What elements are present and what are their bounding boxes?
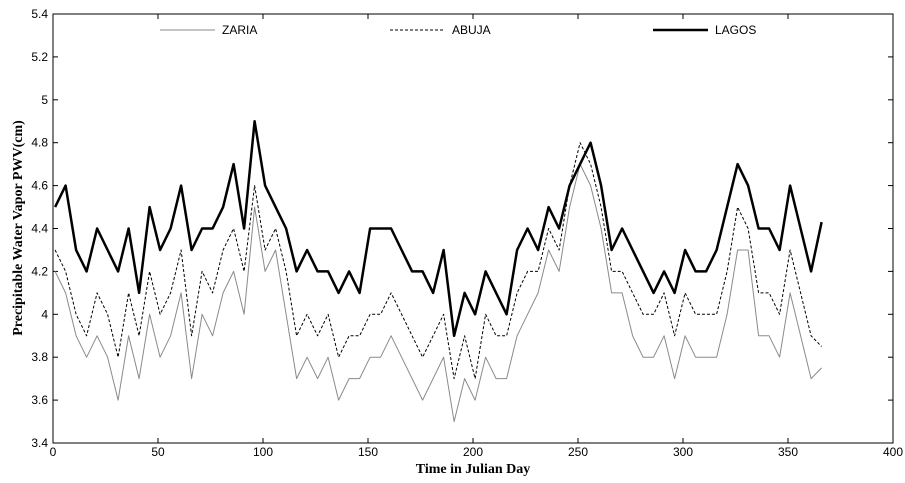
x-tick-label: 50	[151, 445, 165, 459]
x-tick-label: 150	[358, 445, 378, 459]
series-line	[54, 142, 822, 380]
y-axis-label: Precipitable Water Vapor PWV(cm)	[11, 120, 26, 336]
legend-label: ABUJA	[452, 23, 491, 37]
x-tick-label: 250	[568, 445, 588, 459]
y-tick-label: 3.8	[31, 350, 48, 364]
series-line	[53, 120, 823, 338]
legend-label: ZARIA	[222, 23, 257, 37]
y-tick-label: 4.4	[31, 222, 48, 236]
legend-label: LAGOS	[715, 23, 756, 37]
x-axis-label: Time in Julian Day	[416, 462, 531, 477]
y-tick-label: 5.2	[31, 50, 48, 64]
y-tick-label: 5	[41, 93, 48, 107]
y-tick-label: 4.2	[31, 264, 48, 278]
y-tick-label: 4.6	[31, 179, 48, 193]
x-tick-label: 200	[463, 445, 483, 459]
y-tick-label: 3.6	[31, 393, 48, 407]
x-tick-label: 0	[50, 445, 57, 459]
x-tick-label: 350	[778, 445, 798, 459]
x-tick-label: 400	[883, 445, 903, 459]
y-tick-label: 4.8	[31, 136, 48, 150]
y-tick-label: 4	[41, 307, 48, 321]
series-line	[54, 163, 822, 423]
y-tick-label: 3.4	[31, 436, 48, 450]
x-tick-label: 100	[253, 445, 273, 459]
x-tick-label: 300	[673, 445, 693, 459]
y-tick-label: 5.4	[31, 7, 48, 21]
